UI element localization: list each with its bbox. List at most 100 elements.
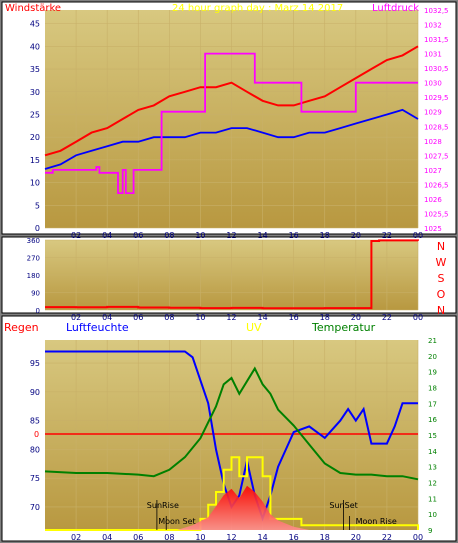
chart3-rain-label: Regen	[4, 321, 39, 334]
chart3-x-tick-label: 08	[164, 533, 174, 542]
chart2-x-tick-label: 12	[226, 313, 236, 322]
chart1-center-title: 24 hour graph day : Marz 14 2017	[172, 3, 343, 14]
chart1-x-tick-label: 16	[289, 231, 299, 240]
chart3-temp-label: Temperatur	[311, 321, 376, 334]
chart2-x-tick-label: 14	[257, 313, 267, 322]
compass-letter: W	[436, 256, 447, 269]
compass-letter: N	[437, 304, 445, 317]
chart3-series-line-1	[44, 366, 419, 481]
chart2-left-axis: 0 90 180 270 360	[27, 237, 40, 315]
chart1-x-tick-label: 20	[351, 231, 361, 240]
chart1-right-title: Luftdruck	[372, 3, 419, 14]
chart2-gridlines	[45, 239, 419, 311]
chart3-x-tick-label: 02	[71, 533, 81, 542]
chart3-right-tick-label: 9	[428, 527, 432, 535]
chart3-annotations: SunRise Moon Set SunSet Moon Rise	[147, 500, 397, 530]
chart2-x-tick-label: 10	[195, 313, 205, 322]
chart1-x-axis: 02 04 06 08 10 12 14 16 18 20 22 00	[71, 231, 423, 240]
chart1-right-tick-label: 1031	[424, 51, 442, 59]
chart3-right-tick-label: 20	[428, 353, 437, 361]
chart3-left-tick-label: 80	[30, 445, 40, 454]
chart3-right-tick-label: 15	[428, 432, 437, 440]
chart3-left-tick-label: 75	[30, 474, 40, 483]
compass-letter: S	[438, 272, 445, 285]
chart1-x-tick-label: 22	[382, 231, 392, 240]
chart3-right-tick-label: 14	[428, 448, 437, 456]
chart2-x-tick-label: 18	[320, 313, 330, 322]
chart1-right-tick-label: 1029	[424, 109, 442, 117]
chart1-series	[44, 45, 419, 195]
chart1-right-tick-label: 1025,5	[424, 210, 449, 218]
chart3-right-tick-label: 17	[428, 400, 437, 408]
chart1-right-tick-label: 1032,5	[424, 7, 449, 15]
chart2-x-tick-label: 22	[382, 313, 392, 322]
chart1-x-tick-label: 14	[257, 231, 267, 240]
chart2-series	[45, 239, 419, 310]
chart1-x-tick-label: 02	[71, 231, 81, 240]
chart3-left-tick-label: 85	[30, 417, 40, 426]
chart3-right-tick-label: 13	[428, 464, 437, 472]
chart3-x-tick-label: 18	[320, 533, 330, 542]
chart3-x-axis: 02 04 06 08 10 12 14 16 18 20 22 00	[71, 533, 423, 542]
chart1-x-tick-label: 08	[164, 231, 174, 240]
compass-letter: O	[437, 288, 446, 301]
chart1-x-tick-label: 10	[195, 231, 205, 240]
chart1-right-tick-label: 1032	[424, 22, 442, 30]
chart2-x-tick-label: 04	[102, 313, 112, 322]
chart1-right-tick-label: 1026,5	[424, 181, 449, 189]
chart3-left-tick-label: 70	[30, 503, 40, 512]
chart2-left-tick-label: 0	[36, 307, 40, 315]
annotation-label: SunRise	[147, 501, 179, 510]
chart1-right-tick-label: 1026	[424, 196, 442, 204]
chart3-series	[44, 350, 419, 531]
chart1-left-tick-label: 10	[30, 179, 40, 188]
chart1-left-tick-label: 30	[30, 88, 40, 97]
chart3-x-tick-label: 00	[413, 533, 423, 542]
chart1-right-axis: 1025 1025,5 1026 1026,5 1027 1027,5 1028 1028,5…	[424, 7, 449, 233]
chart1-left-tick-label: 40	[30, 42, 40, 51]
chart3-right-tick-label: 16	[428, 416, 437, 424]
chart1-left-tick-label: 20	[30, 133, 40, 142]
chart1-series-line-0	[44, 45, 419, 157]
chart3-x-tick-label: 06	[133, 533, 143, 542]
chart2-x-tick-label: 08	[164, 313, 174, 322]
chart3-left-tick-label: 95	[30, 359, 40, 368]
chart3-x-tick-label: 16	[289, 533, 299, 542]
chart1-left-title: Windstärke	[5, 3, 61, 14]
chart2-x-tick-label: 20	[351, 313, 361, 322]
chart2-x-tick-label: 00	[413, 313, 423, 322]
chart3-right-tick-label: 12	[428, 480, 437, 488]
chart3-x-tick-label: 14	[257, 533, 267, 542]
chart2-left-tick-label: 360	[27, 237, 40, 245]
chart3-right-tick-label: 10	[428, 511, 437, 519]
chart1-x-tick-label: 18	[320, 231, 330, 240]
chart1-right-tick-label: 1030,5	[424, 65, 449, 73]
chart1-series-line-1	[44, 108, 419, 170]
chart1-right-tick-label: 1027	[424, 167, 442, 175]
chart1-left-tick-label: 15	[30, 156, 40, 165]
chart2-x-axis: 02 04 06 08 10 12 14 16 18 20 22 00	[71, 313, 423, 322]
chart1-left-tick-label: 25	[30, 110, 40, 119]
chart2-x-tick-label: 06	[133, 313, 143, 322]
solar-area	[177, 485, 310, 530]
chart2-x-tick-label: 16	[289, 313, 299, 322]
chart1-right-tick-label: 1028,5	[424, 123, 449, 131]
chart1-series-line-2	[45, 52, 418, 195]
chart1-x-tick-label: 00	[413, 231, 423, 240]
chart3-right-tick-label: 21	[428, 337, 437, 345]
compass-letter: N	[437, 240, 445, 253]
chart2-left-tick-label: 180	[27, 272, 40, 280]
annotation-label: SunSet	[329, 501, 357, 510]
chart3-uv-label: UV	[246, 321, 262, 334]
chart1-left-tick-label: 45	[30, 20, 40, 29]
chart2-left-tick-label: 270	[27, 255, 40, 263]
chart3-left-axis: 70 75 80 85 90 95	[30, 359, 40, 512]
chart3-x-tick-label: 20	[351, 533, 361, 542]
chart1-left-axis: 0 5 10 15 20 25 30 35 40 45	[30, 20, 40, 233]
chart1-left-tick-label: 35	[30, 65, 40, 74]
chart1-right-tick-label: 1029,5	[424, 94, 449, 102]
chart1-right-tick-label: 1025	[424, 225, 442, 233]
annotation-label: Moon Set	[158, 517, 195, 526]
chart3-x-tick-label: 04	[102, 533, 112, 542]
